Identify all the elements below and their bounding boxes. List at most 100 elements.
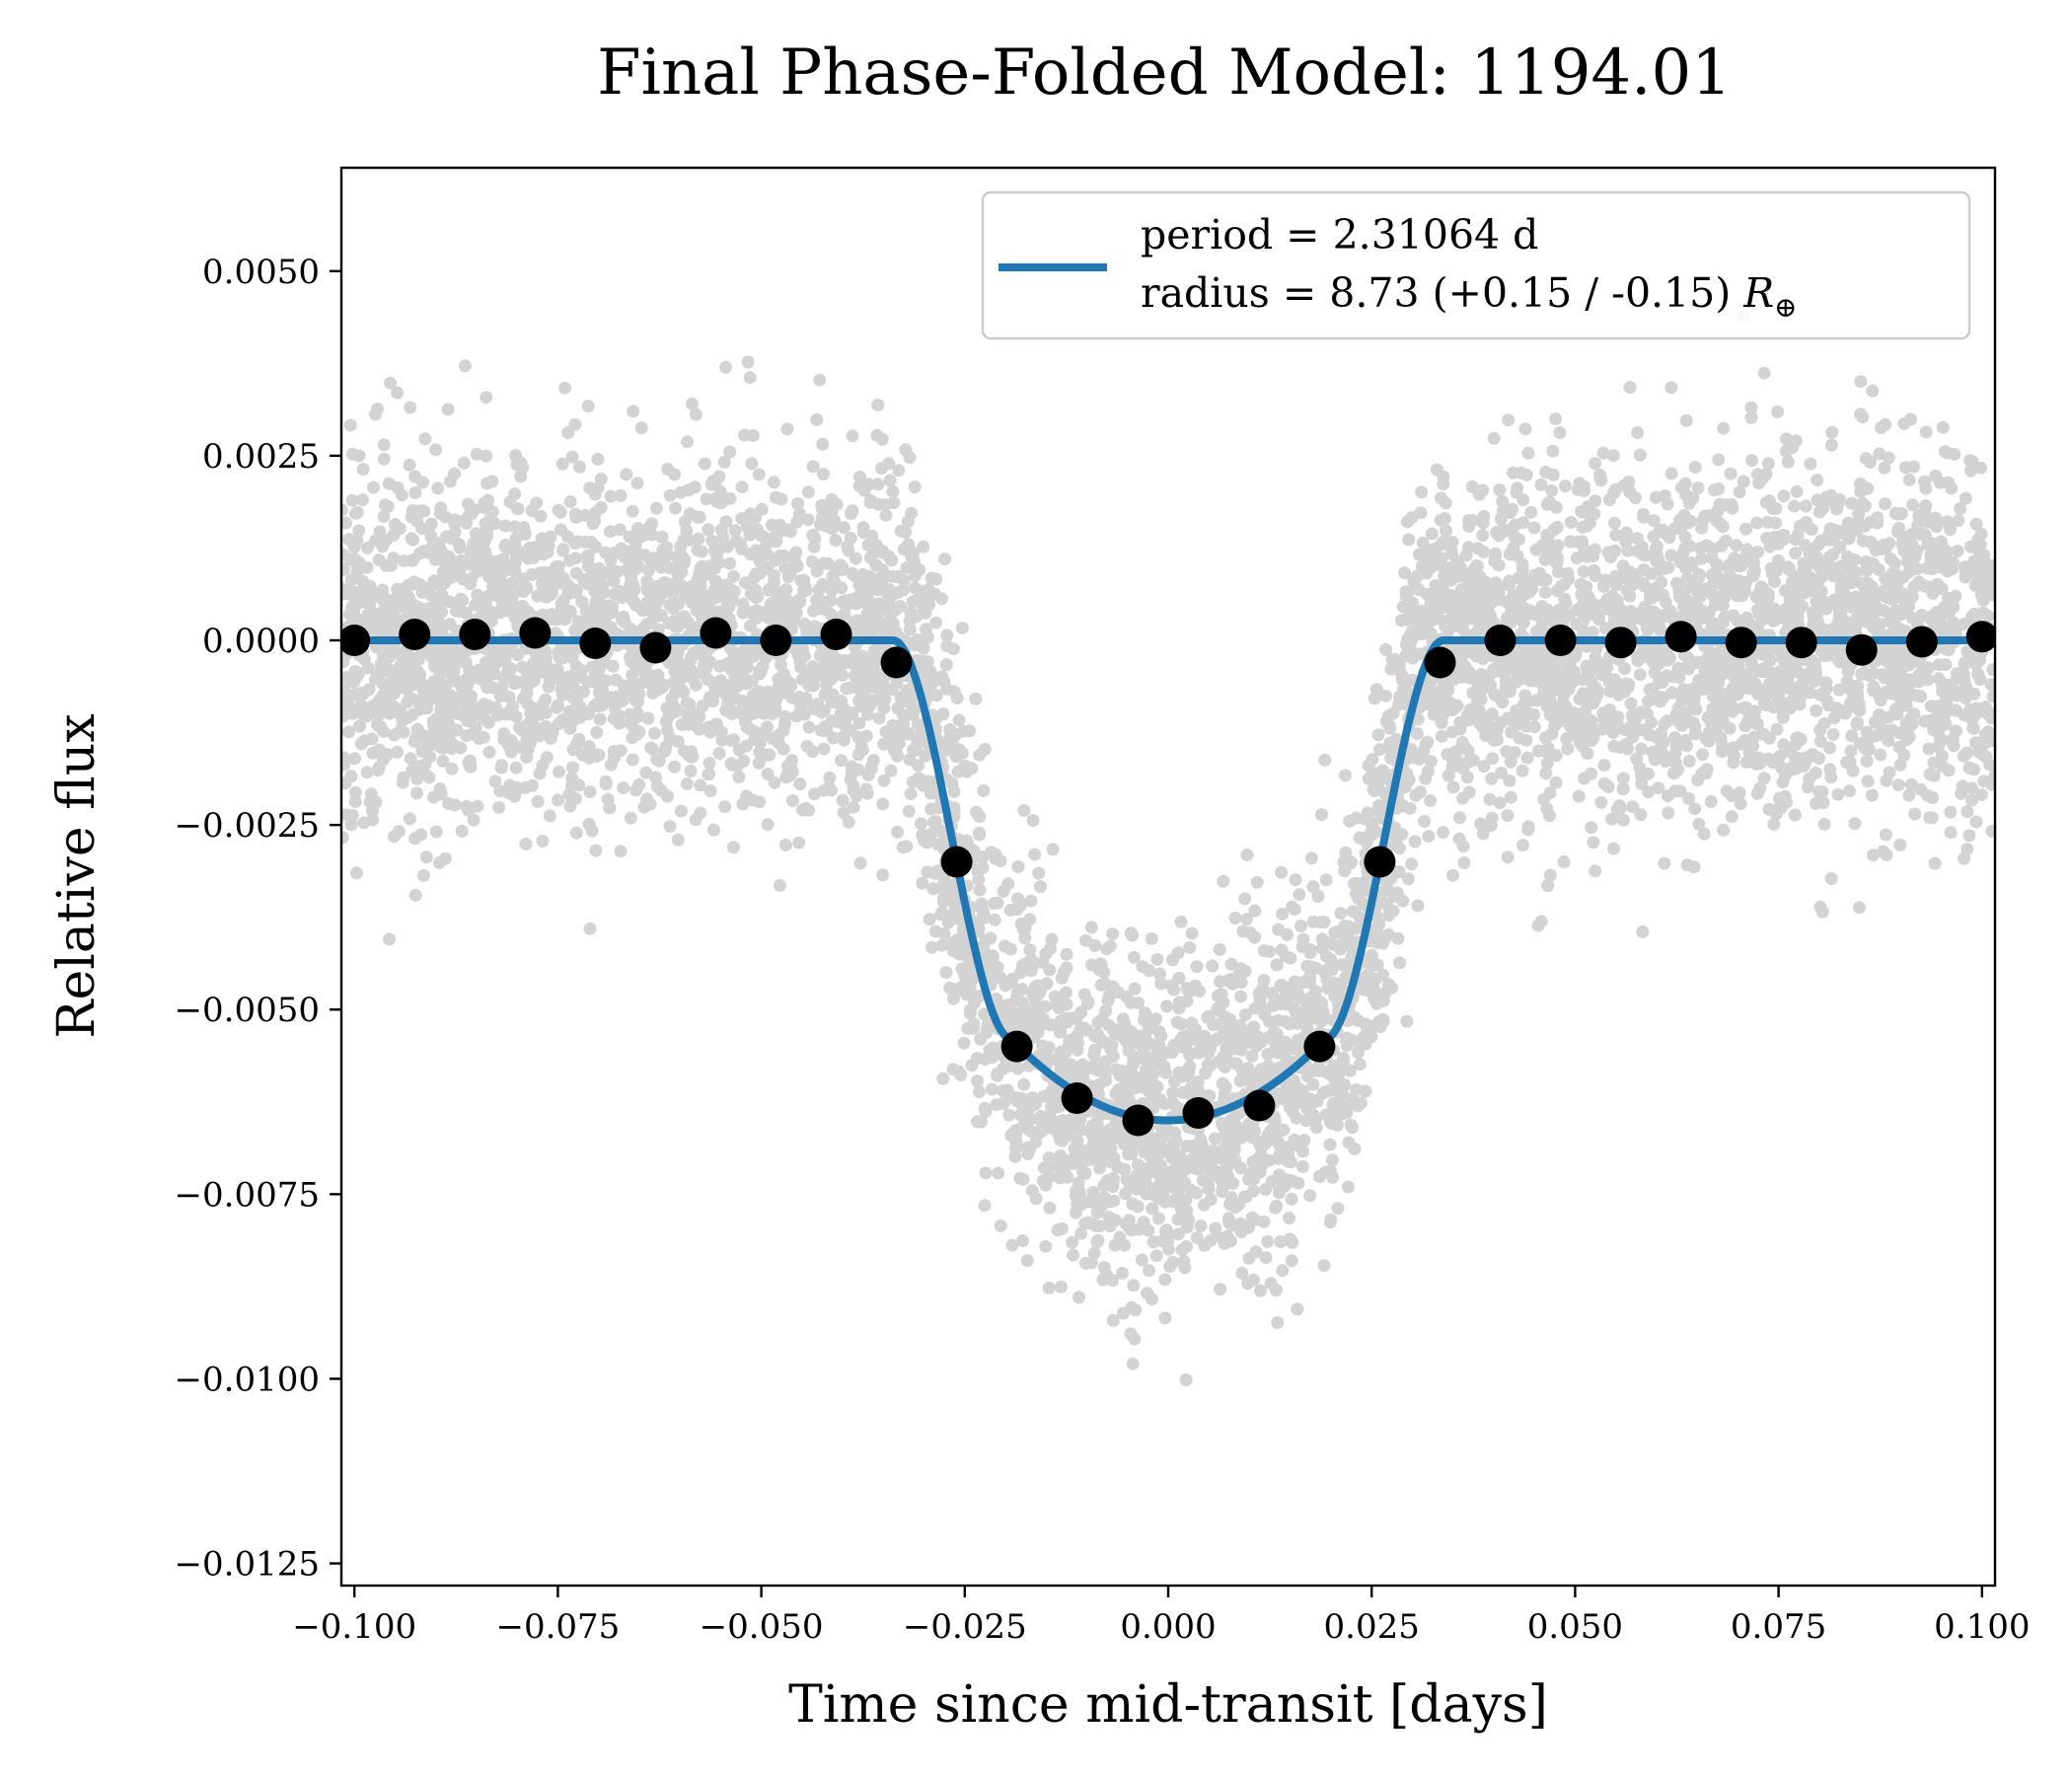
raw-point [1954, 502, 1967, 515]
raw-point [1652, 781, 1665, 795]
raw-point [1788, 808, 1802, 822]
raw-point [1344, 939, 1358, 953]
raw-point [1904, 777, 1918, 791]
raw-point [1695, 552, 1709, 565]
raw-point [723, 556, 737, 570]
raw-point [793, 777, 807, 791]
raw-point [1939, 658, 1953, 672]
raw-point [909, 742, 923, 756]
raw-point [413, 504, 427, 518]
raw-point [1742, 549, 1756, 562]
raw-point [1116, 1012, 1130, 1026]
raw-point [1034, 880, 1047, 893]
raw-point [934, 908, 948, 922]
raw-point [1118, 1238, 1132, 1252]
raw-point [1005, 1238, 1019, 1252]
raw-point [1665, 549, 1678, 562]
raw-point [569, 552, 583, 565]
raw-point [455, 824, 469, 838]
raw-point [482, 745, 496, 759]
raw-point [1484, 819, 1498, 833]
raw-point [344, 818, 358, 832]
raw-point [879, 725, 893, 739]
raw-point [1602, 703, 1616, 716]
raw-point [655, 530, 669, 544]
raw-point [1902, 788, 1916, 802]
raw-point [802, 679, 816, 693]
raw-point [1376, 968, 1390, 982]
raw-point [1845, 496, 1859, 510]
raw-point [1488, 688, 1502, 702]
raw-point [917, 641, 930, 655]
raw-point [806, 660, 820, 674]
raw-point [1045, 932, 1059, 946]
raw-point [1906, 498, 1920, 512]
raw-point [1325, 1153, 1339, 1167]
raw-point [1013, 1171, 1027, 1185]
raw-point [1680, 739, 1693, 753]
raw-point [674, 804, 688, 818]
raw-point [1545, 483, 1559, 497]
raw-point [1483, 792, 1497, 806]
raw-point [794, 660, 807, 674]
raw-point [1696, 748, 1710, 762]
raw-point [377, 452, 391, 466]
raw-point [1919, 481, 1933, 495]
raw-point [1091, 1233, 1105, 1247]
raw-point [681, 707, 695, 721]
raw-point [1020, 1254, 1034, 1268]
raw-point [1005, 972, 1019, 986]
raw-point [1813, 734, 1827, 748]
raw-point [558, 381, 572, 395]
raw-point [769, 490, 782, 504]
raw-point [1435, 552, 1448, 565]
raw-point [877, 702, 891, 715]
raw-point [785, 794, 799, 807]
raw-point [1856, 410, 1870, 424]
raw-point [1790, 484, 1804, 498]
raw-point [940, 629, 954, 642]
raw-point [957, 1036, 971, 1050]
raw-point [952, 713, 966, 727]
raw-point [1941, 515, 1954, 529]
raw-point [345, 493, 359, 507]
raw-point [1867, 849, 1880, 862]
raw-point [349, 506, 363, 520]
raw-point [1166, 1096, 1180, 1110]
raw-point [891, 825, 904, 839]
raw-point [1248, 930, 1262, 944]
raw-point [1359, 1084, 1372, 1098]
raw-point [594, 500, 608, 514]
raw-point [1339, 846, 1353, 859]
raw-point [1742, 706, 1756, 719]
raw-point [1437, 826, 1449, 840]
raw-point [1854, 375, 1868, 389]
raw-point [1238, 1008, 1252, 1021]
raw-point [604, 489, 618, 503]
raw-point [1206, 959, 1220, 973]
raw-point [1826, 727, 1840, 741]
raw-point [1822, 741, 1836, 755]
raw-point [639, 766, 653, 779]
raw-point [1275, 865, 1289, 879]
raw-point [684, 745, 698, 759]
raw-point [1401, 872, 1415, 886]
raw-point [702, 768, 715, 781]
raw-point [778, 839, 792, 851]
raw-point [1527, 707, 1541, 721]
raw-point [431, 481, 445, 495]
raw-point [890, 677, 904, 691]
raw-point [1487, 431, 1501, 445]
raw-point [1623, 381, 1637, 395]
raw-point [1572, 789, 1586, 803]
raw-point [741, 355, 755, 369]
raw-point [979, 1105, 993, 1118]
raw-point [1745, 454, 1758, 468]
raw-point [1521, 820, 1535, 834]
raw-point [377, 438, 391, 452]
raw-point [871, 478, 885, 491]
raw-point [573, 460, 586, 474]
raw-point [626, 504, 639, 518]
raw-point [1629, 491, 1642, 504]
raw-point [1647, 514, 1661, 528]
